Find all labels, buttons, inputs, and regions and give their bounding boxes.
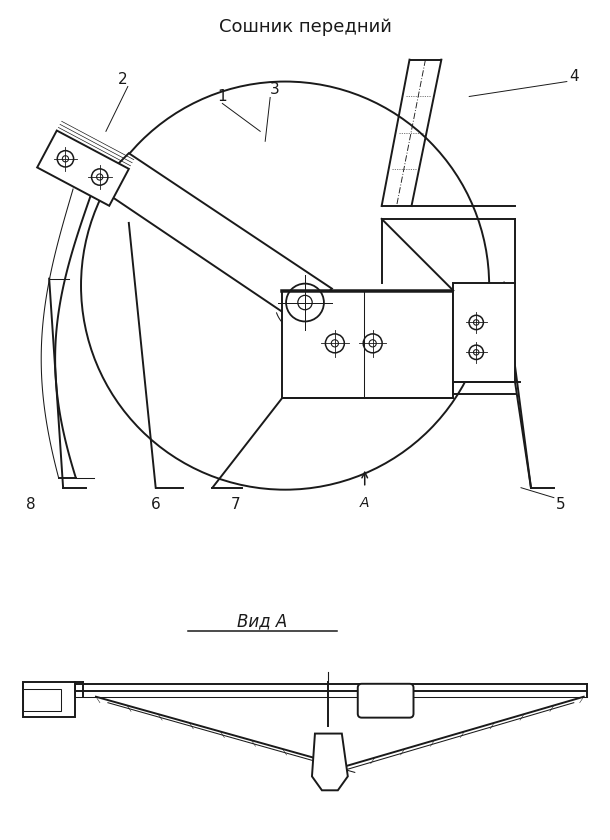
FancyBboxPatch shape	[357, 684, 414, 717]
Text: A: A	[360, 496, 370, 510]
Text: 2: 2	[118, 72, 127, 87]
Text: Вид А: Вид А	[237, 612, 287, 630]
Bar	[23, 682, 75, 717]
Text: 8: 8	[26, 497, 36, 512]
Text: 7: 7	[231, 497, 240, 512]
Text: 3: 3	[270, 82, 280, 97]
Bar	[23, 689, 61, 711]
Text: 6: 6	[151, 497, 160, 512]
Bar	[282, 291, 453, 398]
Polygon shape	[96, 153, 332, 323]
Bar	[453, 282, 515, 382]
Text: 4: 4	[569, 69, 578, 84]
Polygon shape	[312, 733, 348, 790]
Text: 5: 5	[556, 497, 565, 512]
Text: Сошник передний: Сошник передний	[218, 18, 392, 36]
Text: 1: 1	[218, 89, 227, 104]
Polygon shape	[37, 130, 129, 206]
